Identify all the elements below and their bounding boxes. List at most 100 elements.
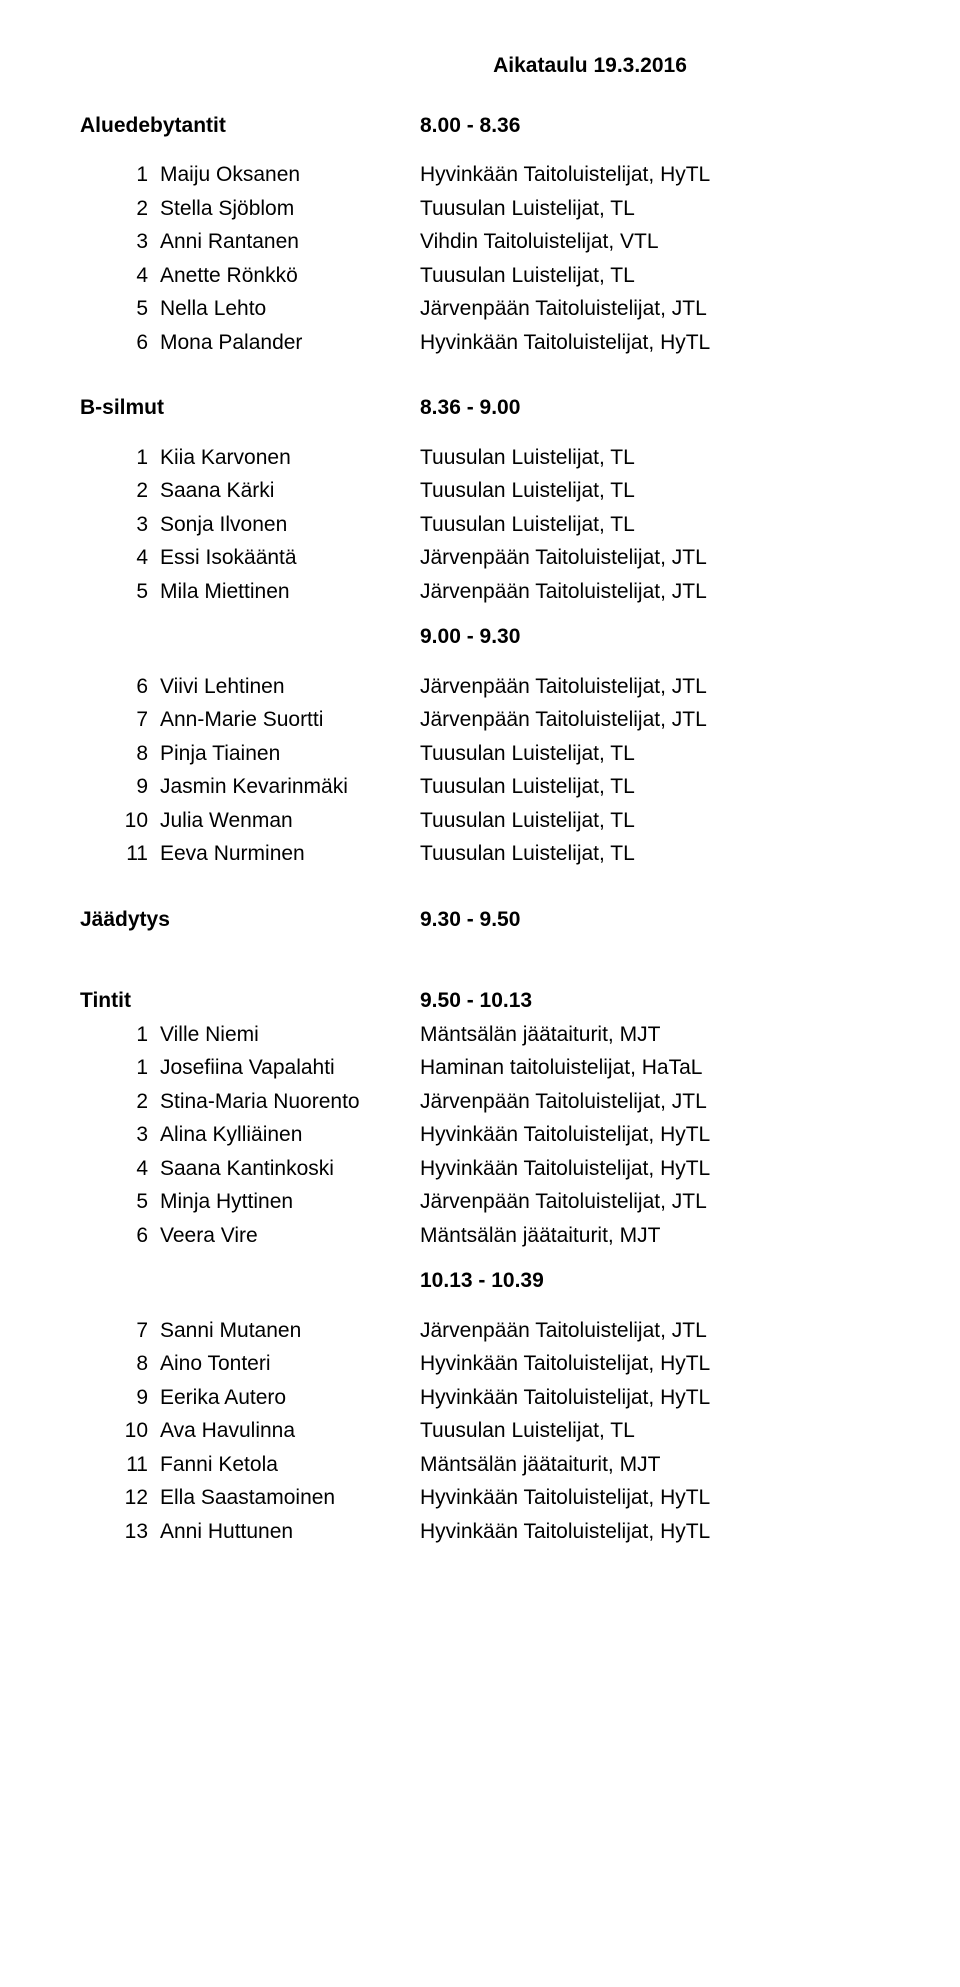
row-num: 6 [80,1220,160,1252]
row-num: 5 [80,576,160,608]
schedule-row: 8Aino TonteriHyvinkään Taitoluistelijat,… [80,1348,900,1380]
row-name: Kiia Karvonen [160,442,420,474]
row-num: 11 [80,1449,160,1481]
row-name: Ville Niemi [160,1019,420,1051]
row-name: Josefiina Vapalahti [160,1052,420,1084]
row-name: Mona Palander [160,327,420,359]
schedule-row: 3Anni RantanenVihdin Taitoluistelijat, V… [80,226,900,258]
row-num: 2 [80,193,160,225]
schedule-row: 2Saana KärkiTuusulan Luistelijat, TL [80,475,900,507]
row-club: Vihdin Taitoluistelijat, VTL [420,226,900,258]
row-club: Hyvinkään Taitoluistelijat, HyTL [420,1482,900,1514]
schedule-row: 6Mona PalanderHyvinkään Taitoluistelijat… [80,327,900,359]
row-name: Anni Huttunen [160,1516,420,1548]
row-club: Järvenpään Taitoluistelijat, JTL [420,576,900,608]
row-name: Saana Kärki [160,475,420,507]
row-num: 13 [80,1516,160,1548]
row-club: Järvenpään Taitoluistelijat, JTL [420,1315,900,1347]
row-club: Tuusulan Luistelijat, TL [420,738,900,770]
row-club: Hyvinkään Taitoluistelijat, HyTL [420,1516,900,1548]
schedule-row: 5Mila MiettinenJärvenpään Taitoluistelij… [80,576,900,608]
row-num: 5 [80,1186,160,1218]
row-name: Sanni Mutanen [160,1315,420,1347]
row-num: 6 [80,671,160,703]
row-num: 8 [80,1348,160,1380]
schedule-row: 1Kiia KarvonenTuusulan Luistelijat, TL [80,442,900,474]
row-num: 1 [80,1052,160,1084]
schedule-row: 5Minja HyttinenJärvenpään Taitoluistelij… [80,1186,900,1218]
row-club: Järvenpään Taitoluistelijat, JTL [420,671,900,703]
section-time: 8.00 - 8.36 [420,110,520,142]
schedule-row: 11Eeva NurminenTuusulan Luistelijat, TL [80,838,900,870]
section-header-tintit: Tintit 9.50 - 10.13 [80,985,900,1017]
row-club: Tuusulan Luistelijat, TL [420,260,900,292]
section-time: 8.36 - 9.00 [420,392,520,424]
schedule-row: 1Maiju OksanenHyvinkään Taitoluistelijat… [80,159,900,191]
schedule-row: 5Nella LehtoJärvenpään Taitoluistelijat,… [80,293,900,325]
row-club: Mäntsälän jäätaiturit, MJT [420,1220,900,1252]
row-num: 6 [80,327,160,359]
row-club: Tuusulan Luistelijat, TL [420,193,900,225]
row-club: Tuusulan Luistelijat, TL [420,771,900,803]
row-club: Hyvinkään Taitoluistelijat, HyTL [420,327,900,359]
row-name: Viivi Lehtinen [160,671,420,703]
row-name: Ella Saastamoinen [160,1482,420,1514]
row-name: Aino Tonteri [160,1348,420,1380]
row-name: Mila Miettinen [160,576,420,608]
row-club: Hyvinkään Taitoluistelijat, HyTL [420,1153,900,1185]
row-num: 7 [80,704,160,736]
row-name: Eerika Autero [160,1382,420,1414]
row-club: Tuusulan Luistelijat, TL [420,805,900,837]
schedule-row: 4Saana KantinkoskiHyvinkään Taitoluistel… [80,1153,900,1185]
schedule-row: 1Ville NiemiMäntsälän jäätaiturit, MJT [80,1019,900,1051]
row-name: Veera Vire [160,1220,420,1252]
row-name: Nella Lehto [160,293,420,325]
page: Aikataulu 19.3.2016 Aluedebytantit 8.00 … [0,0,960,1987]
time-slot: 9.00 - 9.30 [80,621,900,653]
row-name: Stina-Maria Nuorento [160,1086,420,1118]
section-label: B-silmut [80,392,420,424]
row-num: 4 [80,1153,160,1185]
row-num: 10 [80,805,160,837]
row-num: 2 [80,1086,160,1118]
schedule-row: 1Josefiina VapalahtiHaminan taitoluistel… [80,1052,900,1084]
row-name: Alina Kylliäinen [160,1119,420,1151]
section-header-bsilmut: B-silmut 8.36 - 9.00 [80,392,900,424]
schedule-row: 6Viivi LehtinenJärvenpään Taitoluistelij… [80,671,900,703]
row-num: 3 [80,509,160,541]
row-num: 3 [80,226,160,258]
schedule-row: 4Anette RönkköTuusulan Luistelijat, TL [80,260,900,292]
schedule-row: 11Fanni KetolaMäntsälän jäätaiturit, MJT [80,1449,900,1481]
row-name: Minja Hyttinen [160,1186,420,1218]
section-header-jaadytys: Jäädytys 9.30 - 9.50 [80,904,900,936]
schedule-row: 7Sanni MutanenJärvenpään Taitoluistelija… [80,1315,900,1347]
row-club: Tuusulan Luistelijat, TL [420,442,900,474]
row-num: 10 [80,1415,160,1447]
row-club: Mäntsälän jäätaiturit, MJT [420,1449,900,1481]
schedule-row: 7Ann-Marie SuorttiJärvenpään Taitoluiste… [80,704,900,736]
row-club: Tuusulan Luistelijat, TL [420,838,900,870]
row-name: Anette Rönkkö [160,260,420,292]
schedule-row: 4Essi IsokääntäJärvenpään Taitoluistelij… [80,542,900,574]
row-club: Järvenpään Taitoluistelijat, JTL [420,293,900,325]
row-num: 1 [80,159,160,191]
section-label: Jäädytys [80,904,420,936]
row-num: 8 [80,738,160,770]
row-name: Anni Rantanen [160,226,420,258]
schedule-row: 9Eerika AuteroHyvinkään Taitoluistelijat… [80,1382,900,1414]
row-club: Hyvinkään Taitoluistelijat, HyTL [420,159,900,191]
row-name: Pinja Tiainen [160,738,420,770]
section-header-aluedebytantit: Aluedebytantit 8.00 - 8.36 [80,110,900,142]
row-num: 9 [80,1382,160,1414]
schedule-row: 2Stella SjöblomTuusulan Luistelijat, TL [80,193,900,225]
row-num: 4 [80,542,160,574]
row-num: 9 [80,771,160,803]
row-name: Sonja Ilvonen [160,509,420,541]
row-num: 12 [80,1482,160,1514]
row-name: Eeva Nurminen [160,838,420,870]
row-num: 7 [80,1315,160,1347]
row-num: 2 [80,475,160,507]
row-club: Järvenpään Taitoluistelijat, JTL [420,704,900,736]
row-num: 5 [80,293,160,325]
row-name: Essi Isokääntä [160,542,420,574]
